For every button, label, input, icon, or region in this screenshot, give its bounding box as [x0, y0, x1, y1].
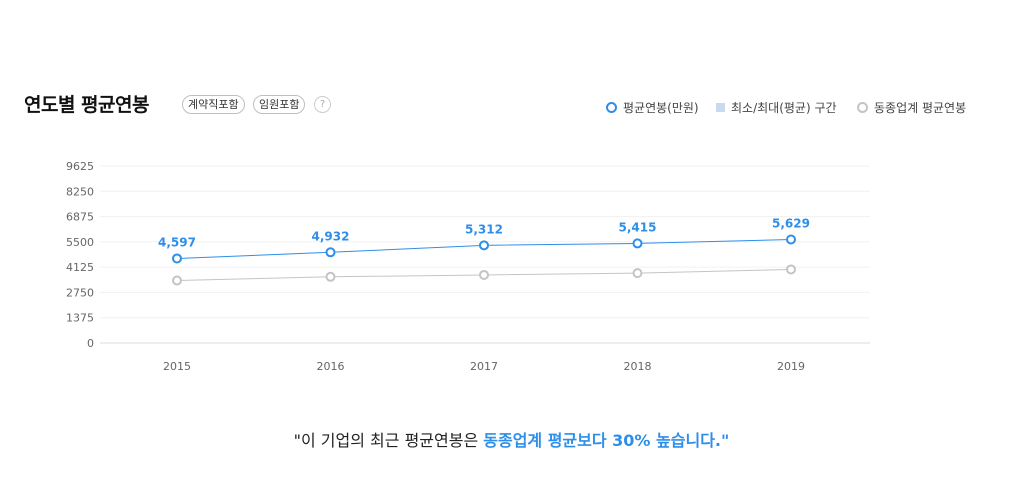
- industry-average-point: [172, 275, 182, 286]
- x-tick-label: 2015: [163, 360, 191, 373]
- y-tick-label: 2750: [66, 286, 94, 299]
- legend-item-min-max-range: 최소/최대(평균) 구간: [716, 99, 837, 116]
- y-tick-label: 1375: [66, 312, 94, 325]
- badge-executive-included: 임원포함: [253, 95, 306, 114]
- average-salary-point: [786, 234, 796, 245]
- y-tick-label: 5500: [66, 236, 94, 249]
- average-salary-point: [325, 247, 336, 258]
- industry-average-point: [479, 269, 489, 280]
- data-label: 4,597: [158, 235, 196, 249]
- legend-square-icon: [716, 103, 725, 112]
- badge-contract-included: 계약직포함: [182, 95, 245, 114]
- legend-circle-icon: [606, 102, 617, 113]
- x-tick-label: 2019: [777, 360, 805, 373]
- data-label: 5,629: [772, 216, 810, 230]
- help-icon[interactable]: ?: [314, 96, 331, 113]
- salary-comparison-summary: "이 기업의 최근 평균연봉은 동종업계 평균보다 30% 높습니다.": [0, 427, 1023, 451]
- data-label: 5,415: [619, 220, 657, 234]
- y-tick-label: 9625: [66, 160, 94, 173]
- summary-suffix: ": [721, 431, 730, 450]
- y-tick-label: 8250: [66, 185, 94, 198]
- industry-average-point: [632, 268, 643, 279]
- average-salary-point: [632, 238, 643, 249]
- y-tick-label: 0: [87, 337, 94, 350]
- legend-item-industry-average: 동종업계 평균연봉: [857, 99, 966, 116]
- y-tick-label: 4125: [66, 261, 94, 274]
- legend-label: 평균연봉(만원): [623, 101, 699, 115]
- legend-circle-icon: [857, 102, 868, 113]
- chart-title: 연도별 평균연봉: [24, 94, 149, 116]
- data-label: 4,932: [312, 229, 350, 243]
- legend-label: 동종업계 평균연봉: [874, 101, 967, 115]
- industry-average-point: [325, 271, 336, 282]
- data-label: 5,312: [465, 222, 503, 236]
- summary-highlight: 동종업계 평균보다 30% 높습니다.: [483, 431, 721, 450]
- average-salary-point: [172, 253, 182, 264]
- x-tick-label: 2016: [317, 360, 345, 373]
- industry-average-point: [786, 264, 796, 275]
- x-tick-label: 2017: [470, 360, 498, 373]
- y-tick-label: 6875: [66, 211, 94, 224]
- x-tick-label: 2018: [624, 360, 652, 373]
- legend-label: 최소/최대(평균) 구간: [731, 101, 837, 115]
- summary-prefix: "이 기업의 최근 평균연봉은: [293, 431, 484, 450]
- legend-item-average-salary: 평균연봉(만원): [606, 99, 699, 116]
- average-salary-point: [479, 240, 489, 251]
